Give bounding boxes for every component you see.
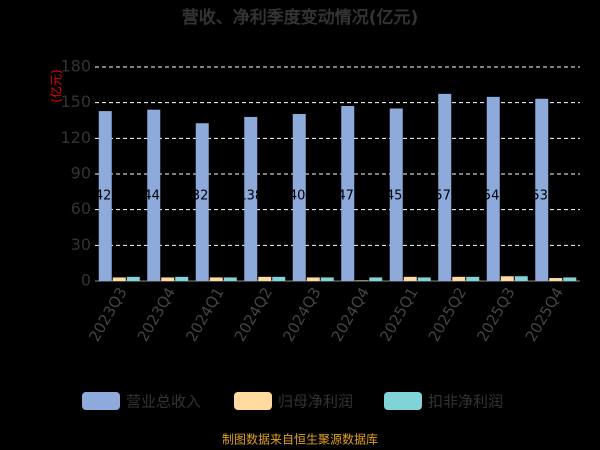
bar bbox=[514, 276, 528, 281]
y-tick-label: 150 bbox=[60, 92, 91, 111]
bar bbox=[369, 277, 383, 281]
legend-swatch bbox=[384, 392, 422, 410]
bar bbox=[126, 276, 140, 281]
value-label: 144.1 bbox=[135, 189, 172, 204]
bar bbox=[223, 277, 237, 281]
x-tick-label: 2024Q3 bbox=[279, 284, 324, 345]
legend-swatch bbox=[82, 392, 120, 410]
value-label: 132.7 bbox=[184, 189, 221, 204]
bar bbox=[195, 123, 209, 282]
bar bbox=[341, 105, 355, 282]
x-tick-label: 2025Q1 bbox=[376, 284, 421, 345]
bar bbox=[438, 93, 452, 281]
bar bbox=[500, 276, 514, 281]
value-label: 145.1 bbox=[378, 189, 415, 204]
bar bbox=[175, 276, 189, 281]
legend-swatch bbox=[234, 392, 272, 410]
y-tick-label: 180 bbox=[60, 57, 91, 76]
bar bbox=[112, 277, 126, 281]
bar bbox=[389, 108, 403, 282]
legend-label: 营业总收入 bbox=[126, 393, 201, 411]
value-label: 154.9 bbox=[475, 189, 512, 204]
bar bbox=[452, 276, 466, 281]
bar bbox=[466, 276, 480, 281]
y-axis-label: (亿元) bbox=[49, 69, 64, 102]
value-label: 142.9 bbox=[87, 189, 124, 204]
y-tick-label: 90 bbox=[71, 164, 91, 183]
bar bbox=[320, 277, 334, 281]
bar bbox=[98, 111, 112, 281]
legend-label: 扣非净利润 bbox=[428, 393, 503, 411]
bar bbox=[209, 277, 223, 281]
x-tick-label: 2025Q2 bbox=[425, 284, 470, 345]
bar bbox=[417, 277, 431, 281]
bar bbox=[272, 276, 286, 281]
bar bbox=[403, 276, 417, 281]
bar bbox=[258, 276, 272, 281]
value-label: 157.4 bbox=[426, 189, 463, 204]
bar bbox=[355, 280, 369, 281]
x-tick-label: 2023Q4 bbox=[134, 284, 179, 345]
value-label: 147.2 bbox=[329, 189, 366, 204]
y-tick-label: 30 bbox=[71, 235, 91, 254]
value-label: 153.3 bbox=[523, 189, 560, 204]
bar bbox=[486, 96, 500, 281]
x-tick-label: 2024Q2 bbox=[231, 284, 276, 345]
bar bbox=[535, 98, 549, 281]
bar bbox=[549, 278, 563, 281]
x-tick-label: 2024Q1 bbox=[182, 284, 227, 345]
value-label: 140.5 bbox=[281, 189, 318, 204]
bar bbox=[306, 277, 320, 281]
value-label: 138 bbox=[238, 189, 263, 204]
x-tick-label: 2023Q3 bbox=[85, 284, 130, 345]
bar bbox=[147, 109, 161, 281]
bar bbox=[563, 277, 577, 281]
x-tick-label: 2024Q4 bbox=[328, 284, 373, 345]
x-tick-label: 2025Q4 bbox=[522, 284, 567, 345]
legend-label: 归母净利润 bbox=[278, 393, 353, 411]
y-tick-label: 60 bbox=[71, 199, 91, 218]
bar bbox=[161, 277, 175, 281]
y-tick-label: 120 bbox=[60, 128, 91, 147]
x-tick-label: 2025Q3 bbox=[473, 284, 518, 345]
bar bbox=[244, 116, 258, 281]
y-tick-label: 0 bbox=[81, 271, 91, 290]
chart-title: 营收、净利季度变动情况(亿元) bbox=[182, 7, 419, 28]
source-note: 制图数据来自恒生聚源数据库 bbox=[222, 432, 378, 447]
bar bbox=[292, 113, 306, 281]
